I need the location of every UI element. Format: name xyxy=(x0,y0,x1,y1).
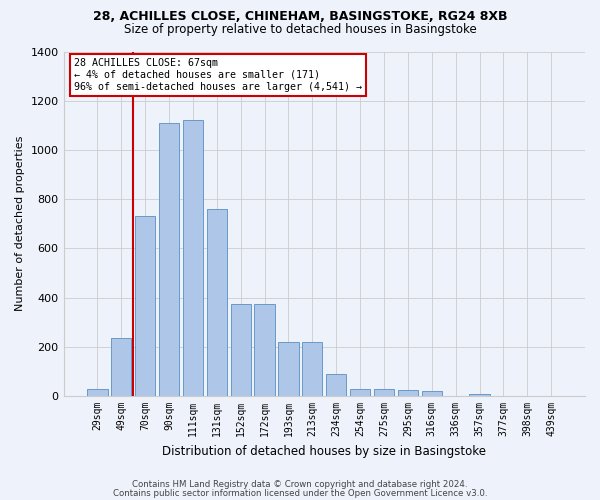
Text: 28 ACHILLES CLOSE: 67sqm
← 4% of detached houses are smaller (171)
96% of semi-d: 28 ACHILLES CLOSE: 67sqm ← 4% of detache… xyxy=(74,58,362,92)
Bar xyxy=(206,209,227,396)
Bar xyxy=(374,388,394,396)
Bar xyxy=(326,374,346,396)
Text: Contains public sector information licensed under the Open Government Licence v3: Contains public sector information licen… xyxy=(113,489,487,498)
Text: 28, ACHILLES CLOSE, CHINEHAM, BASINGSTOKE, RG24 8XB: 28, ACHILLES CLOSE, CHINEHAM, BASINGSTOK… xyxy=(93,10,507,23)
Bar xyxy=(230,304,251,396)
Text: Size of property relative to detached houses in Basingstoke: Size of property relative to detached ho… xyxy=(124,22,476,36)
Bar xyxy=(469,394,490,396)
X-axis label: Distribution of detached houses by size in Basingstoke: Distribution of detached houses by size … xyxy=(162,444,486,458)
Bar xyxy=(302,342,322,396)
Bar xyxy=(87,388,107,396)
Bar xyxy=(254,304,275,396)
Bar xyxy=(135,216,155,396)
Y-axis label: Number of detached properties: Number of detached properties xyxy=(15,136,25,312)
Bar xyxy=(398,390,418,396)
Bar xyxy=(159,123,179,396)
Bar xyxy=(111,338,131,396)
Text: Contains HM Land Registry data © Crown copyright and database right 2024.: Contains HM Land Registry data © Crown c… xyxy=(132,480,468,489)
Bar xyxy=(422,391,442,396)
Bar xyxy=(278,342,299,396)
Bar xyxy=(183,120,203,396)
Bar xyxy=(350,388,370,396)
